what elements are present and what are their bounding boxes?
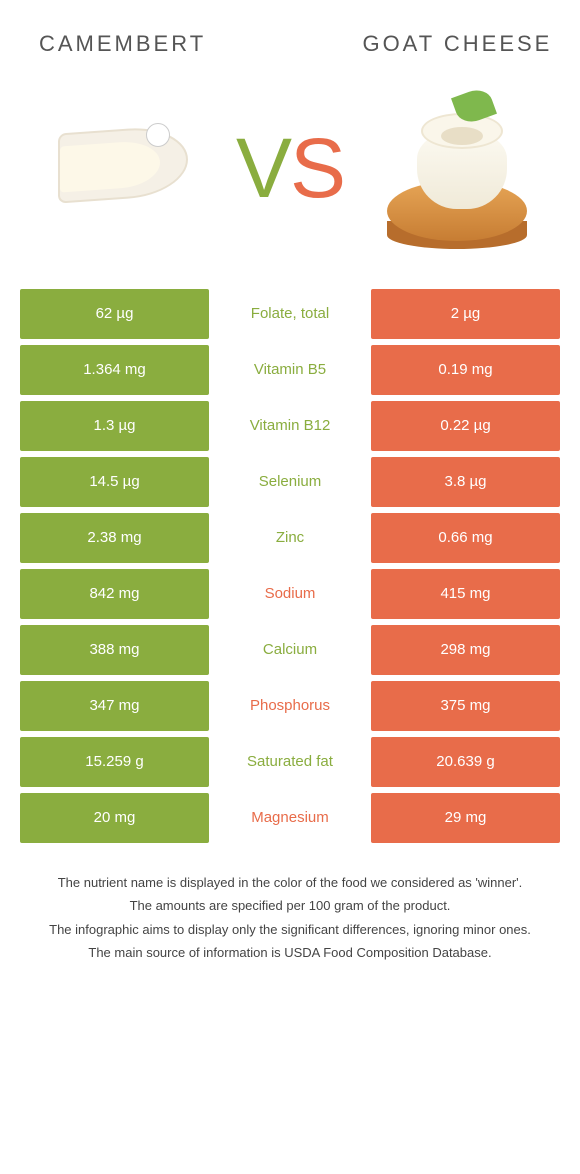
- left-value: 842 mg: [20, 569, 209, 619]
- left-value: 1.364 mg: [20, 345, 209, 395]
- table-row: 388 mgCalcium298 mg: [20, 625, 560, 675]
- left-value: 347 mg: [20, 681, 209, 731]
- left-value: 1.3 µg: [20, 401, 209, 451]
- right-value: 2 µg: [371, 289, 560, 339]
- nutrient-label: Saturated fat: [209, 737, 371, 787]
- footer-line-1: The nutrient name is displayed in the co…: [20, 873, 560, 893]
- table-row: 842 mgSodium415 mg: [20, 569, 560, 619]
- left-value: 62 µg: [20, 289, 209, 339]
- right-value: 3.8 µg: [371, 457, 560, 507]
- table-row: 347 mgPhosphorus375 mg: [20, 681, 560, 731]
- nutrient-label: Folate, total: [209, 289, 371, 339]
- goat-cheese-image: [355, 89, 560, 249]
- table-row: 2.38 mgZinc0.66 mg: [20, 513, 560, 563]
- vs-label: VS: [236, 120, 344, 217]
- nutrient-label: Vitamin B12: [209, 401, 371, 451]
- left-value: 2.38 mg: [20, 513, 209, 563]
- nutrient-label: Sodium: [209, 569, 371, 619]
- left-value: 14.5 µg: [20, 457, 209, 507]
- right-food-title: GOAT CHEESE: [355, 30, 560, 59]
- nutrient-label: Calcium: [209, 625, 371, 675]
- table-row: 20 mgMagnesium29 mg: [20, 793, 560, 843]
- nutrient-label: Zinc: [209, 513, 371, 563]
- footer-line-2: The amounts are specified per 100 gram o…: [20, 896, 560, 916]
- table-row: 62 µgFolate, total2 µg: [20, 289, 560, 339]
- header: CAMEMBERT GOAT CHEESE: [20, 30, 560, 59]
- nutrient-label: Vitamin B5: [209, 345, 371, 395]
- table-row: 1.364 mgVitamin B50.19 mg: [20, 345, 560, 395]
- vs-s: S: [290, 121, 344, 215]
- nutrient-label: Magnesium: [209, 793, 371, 843]
- right-value: 0.19 mg: [371, 345, 560, 395]
- left-value: 15.259 g: [20, 737, 209, 787]
- right-value: 0.66 mg: [371, 513, 560, 563]
- left-food-title: CAMEMBERT: [20, 30, 225, 59]
- camembert-image: [20, 89, 225, 249]
- right-value: 298 mg: [371, 625, 560, 675]
- footer-line-4: The main source of information is USDA F…: [20, 943, 560, 963]
- comparison-table: 62 µgFolate, total2 µg 1.364 mgVitamin B5…: [20, 289, 560, 843]
- left-value: 20 mg: [20, 793, 209, 843]
- right-value: 415 mg: [371, 569, 560, 619]
- table-row: 15.259 gSaturated fat20.639 g: [20, 737, 560, 787]
- right-value: 20.639 g: [371, 737, 560, 787]
- images-row: VS: [20, 79, 560, 259]
- vs-v: V: [236, 121, 290, 215]
- footer-notes: The nutrient name is displayed in the co…: [20, 873, 560, 963]
- table-row: 14.5 µgSelenium3.8 µg: [20, 457, 560, 507]
- nutrient-label: Selenium: [209, 457, 371, 507]
- table-row: 1.3 µgVitamin B120.22 µg: [20, 401, 560, 451]
- right-value: 375 mg: [371, 681, 560, 731]
- right-value: 0.22 µg: [371, 401, 560, 451]
- footer-line-3: The infographic aims to display only the…: [20, 920, 560, 940]
- left-value: 388 mg: [20, 625, 209, 675]
- nutrient-label: Phosphorus: [209, 681, 371, 731]
- right-value: 29 mg: [371, 793, 560, 843]
